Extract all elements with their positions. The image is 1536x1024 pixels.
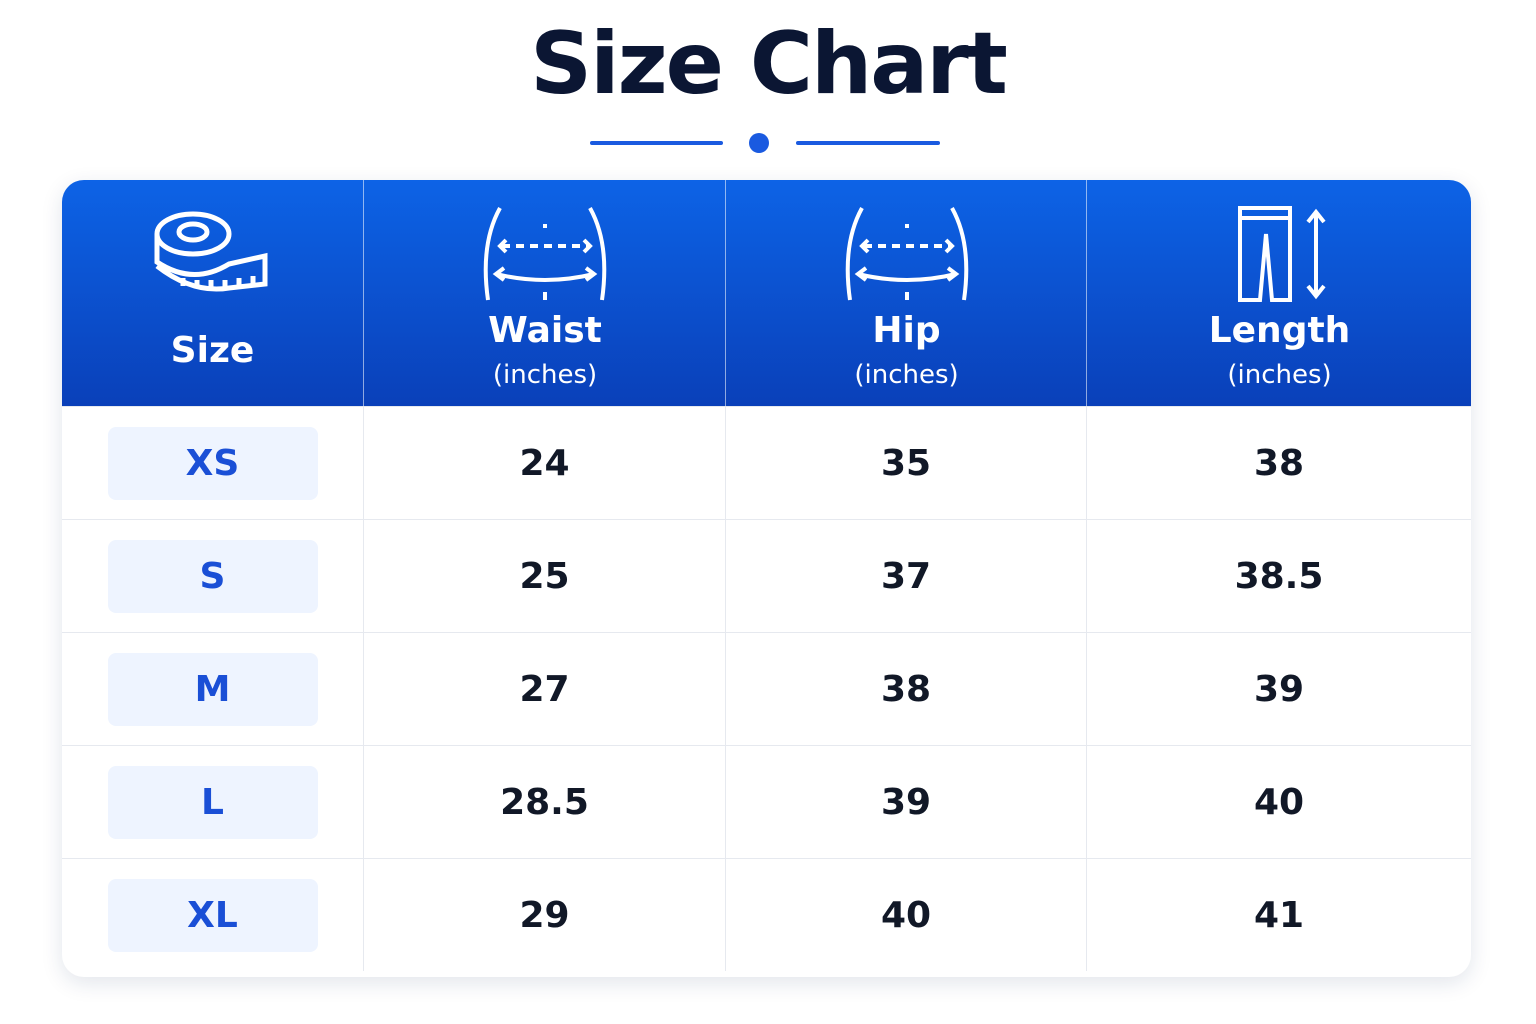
table-header: Size Waist (inches) Hip (inches) <box>62 180 1471 406</box>
table-cell: 40 <box>1086 745 1471 858</box>
table-cell: 28.5 <box>363 745 725 858</box>
table-cell: 35 <box>725 406 1086 519</box>
tape-icon <box>154 211 267 292</box>
measurement-value: 25 <box>519 555 570 597</box>
measurement-value: 38.5 <box>1234 555 1324 597</box>
table-cell: 40 <box>725 858 1086 971</box>
header-label: Size <box>170 330 255 371</box>
measurement-value: 24 <box>519 442 570 484</box>
header-label: Hip <box>872 310 941 351</box>
table-cell: 29 <box>363 858 725 971</box>
table-cell: 38 <box>1086 406 1471 519</box>
length-icon <box>1237 206 1326 302</box>
size-badge: XL <box>107 878 318 952</box>
measurement-value: 29 <box>519 894 570 936</box>
header-label: Waist <box>488 310 602 351</box>
measurement-value: 38 <box>1253 442 1305 484</box>
table-cell: 25 <box>363 519 725 632</box>
size-badge: L <box>107 765 318 839</box>
header-cell: Waist (inches) <box>363 180 726 406</box>
measurement-value: 40 <box>1253 781 1305 823</box>
measurement-value: 40 <box>880 894 932 936</box>
header-cell: Length (inches) <box>1086 180 1471 406</box>
table-cell: 37 <box>725 519 1086 632</box>
divider-line <box>590 141 723 145</box>
divider-dot <box>749 133 769 153</box>
hip-icon <box>845 207 968 301</box>
header-unit: (inches) <box>854 360 959 390</box>
divider-line <box>796 141 940 145</box>
measurement-value: 39 <box>1253 668 1305 710</box>
table-cell: 27 <box>363 632 725 745</box>
header-unit: (inches) <box>1227 360 1332 390</box>
table-cell: 39 <box>1086 632 1471 745</box>
header-cell: Hip (inches) <box>725 180 1087 406</box>
table-cell: XS <box>62 406 363 519</box>
measurement-value: 38 <box>880 668 932 710</box>
size-badge: M <box>107 652 318 726</box>
table-cell: 24 <box>363 406 725 519</box>
table-cell: 41 <box>1086 858 1471 971</box>
measurement-value: 39 <box>880 781 932 823</box>
title: Size Chart <box>530 14 1008 114</box>
table-cell: 38.5 <box>1086 519 1471 632</box>
size-table: Size Waist (inches) Hip (inches) <box>62 180 1471 977</box>
measurement-value: 27 <box>519 668 570 710</box>
header-unit: (inches) <box>492 360 598 390</box>
table-cell: 38 <box>725 632 1086 745</box>
measurement-value: 41 <box>1253 894 1305 936</box>
measurement-value: 37 <box>880 555 932 597</box>
waist-icon <box>483 207 607 301</box>
table-cell: XL <box>62 858 363 971</box>
table-cell: S <box>62 519 363 632</box>
table-cell: 39 <box>725 745 1086 858</box>
size-badge: S <box>107 539 318 613</box>
header-cell: Size <box>62 180 363 406</box>
measurement-value: 28.5 <box>500 781 589 823</box>
measurement-value: 35 <box>880 442 932 484</box>
header-label: Length <box>1208 310 1351 351</box>
table-cell: L <box>62 745 363 858</box>
size-badge: XS <box>107 426 318 500</box>
table-cell: M <box>62 632 363 745</box>
